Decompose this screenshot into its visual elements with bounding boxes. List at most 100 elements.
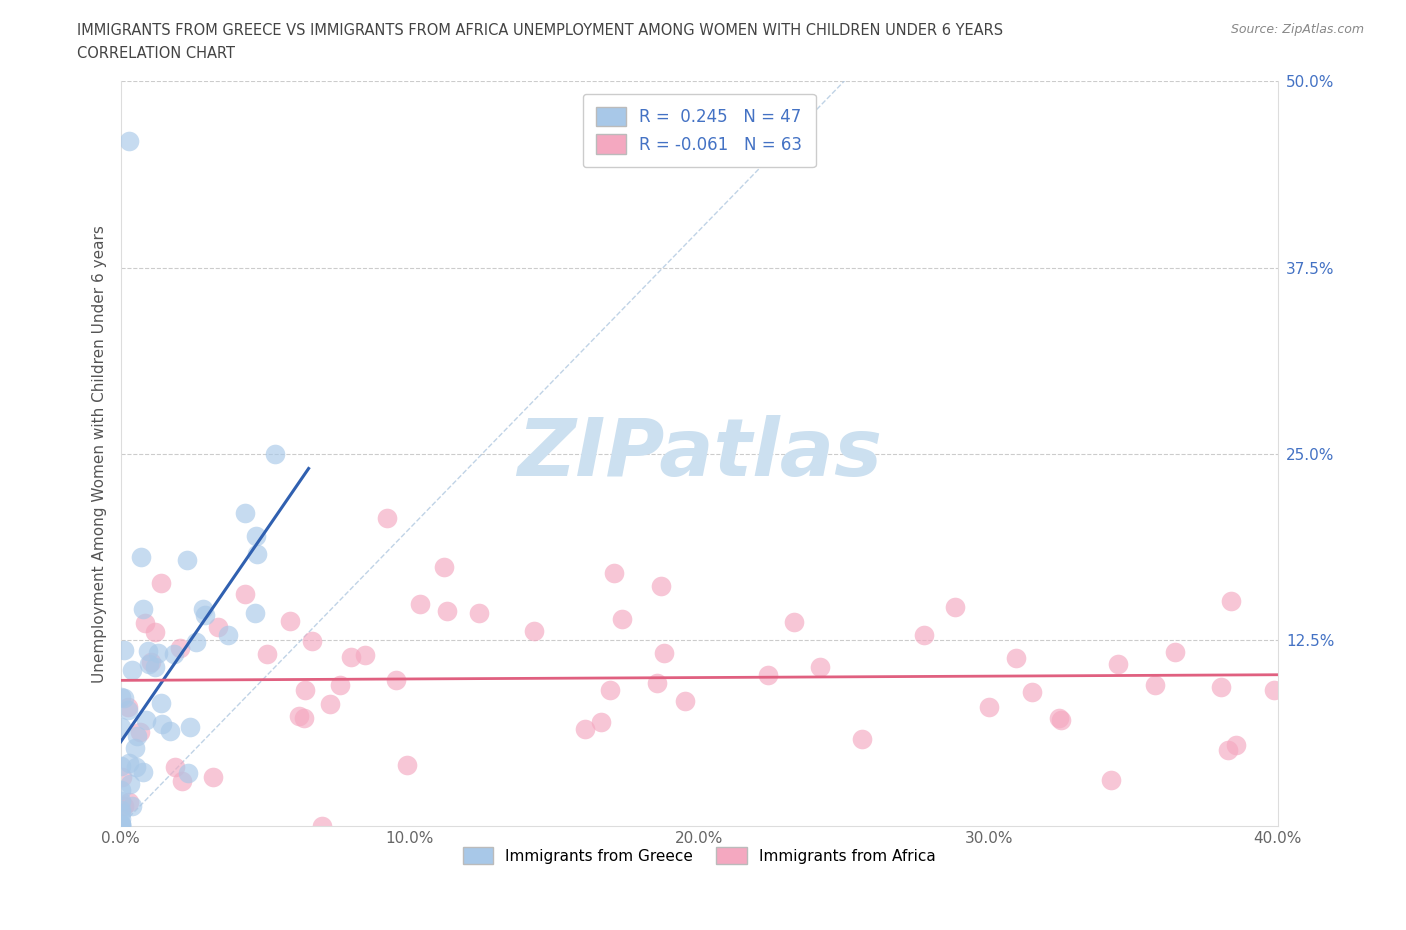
Point	[163, 646, 186, 661]
Point	[301, 633, 323, 648]
Point	[125, 729, 148, 744]
Point	[645, 676, 668, 691]
Point	[1143, 678, 1166, 693]
Point	[851, 731, 873, 746]
Point	[112, 690, 135, 705]
Legend: Immigrants from Greece, Immigrants from Africa: Immigrants from Greece, Immigrants from …	[457, 841, 942, 870]
Point	[110, 720, 132, 735]
Point	[1209, 680, 1232, 695]
Point	[139, 655, 162, 670]
Point	[110, 759, 132, 774]
Point	[1047, 711, 1070, 725]
Point	[125, 760, 148, 775]
Point	[118, 794, 141, 809]
Point	[110, 689, 132, 704]
Point	[610, 612, 633, 627]
Point	[143, 624, 166, 639]
Point	[1164, 644, 1187, 659]
Point	[243, 605, 266, 620]
Point	[319, 697, 342, 711]
Point	[375, 511, 398, 525]
Point	[143, 659, 166, 674]
Point	[1218, 743, 1240, 758]
Point	[385, 673, 408, 688]
Point	[233, 505, 256, 520]
Point	[245, 528, 267, 543]
Point	[1263, 683, 1285, 698]
Point	[194, 607, 217, 622]
Point	[179, 719, 201, 734]
Text: ZIPatlas: ZIPatlas	[517, 415, 882, 493]
Point	[1021, 684, 1043, 699]
Point	[112, 798, 135, 813]
Point	[148, 645, 170, 660]
Point	[117, 703, 139, 718]
Point	[150, 696, 173, 711]
Text: CORRELATION CHART: CORRELATION CHART	[77, 46, 235, 60]
Point	[118, 777, 141, 791]
Point	[150, 716, 173, 731]
Point	[136, 644, 159, 658]
Point	[673, 694, 696, 709]
Point	[256, 646, 278, 661]
Point	[311, 818, 333, 833]
Point	[589, 715, 612, 730]
Point	[783, 615, 806, 630]
Point	[436, 604, 458, 618]
Point	[132, 765, 155, 780]
Point	[1050, 712, 1073, 727]
Point	[169, 641, 191, 656]
Point	[129, 550, 152, 565]
Point	[217, 627, 239, 642]
Text: IMMIGRANTS FROM GREECE VS IMMIGRANTS FROM AFRICA UNEMPLOYMENT AMONG WOMEN WITH C: IMMIGRANTS FROM GREECE VS IMMIGRANTS FRO…	[77, 23, 1004, 38]
Point	[207, 619, 229, 634]
Point	[121, 798, 143, 813]
Point	[233, 587, 256, 602]
Point	[278, 613, 301, 628]
Point	[395, 757, 418, 772]
Point	[163, 760, 186, 775]
Point	[1005, 650, 1028, 665]
Point	[912, 628, 935, 643]
Point	[354, 647, 377, 662]
Point	[977, 699, 1000, 714]
Point	[149, 575, 172, 590]
Point	[193, 602, 215, 617]
Point	[1099, 772, 1122, 787]
Point	[808, 659, 831, 674]
Point	[186, 634, 208, 649]
Point	[523, 624, 546, 639]
Point	[110, 817, 132, 831]
Point	[468, 605, 491, 620]
Point	[433, 560, 456, 575]
Point	[287, 709, 309, 724]
Point	[264, 446, 287, 461]
Point	[1107, 657, 1129, 671]
Point	[292, 711, 315, 725]
Point	[176, 552, 198, 567]
Point	[135, 712, 157, 727]
Point	[117, 700, 139, 715]
Point	[118, 134, 141, 149]
Point	[110, 803, 132, 817]
Point	[121, 662, 143, 677]
Point	[118, 755, 141, 770]
Point	[132, 602, 155, 617]
Point	[294, 683, 316, 698]
Point	[110, 806, 132, 821]
Point	[652, 645, 675, 660]
Point	[111, 770, 134, 785]
Point	[138, 658, 160, 672]
Point	[1219, 593, 1241, 608]
Point	[110, 782, 132, 797]
Point	[246, 546, 269, 561]
Point	[574, 722, 596, 737]
Point	[756, 668, 779, 683]
Point	[134, 616, 156, 631]
Point	[329, 677, 352, 692]
Point	[112, 643, 135, 658]
Point	[110, 811, 132, 826]
Point	[177, 765, 200, 780]
Point	[124, 740, 146, 755]
Point	[110, 817, 132, 831]
